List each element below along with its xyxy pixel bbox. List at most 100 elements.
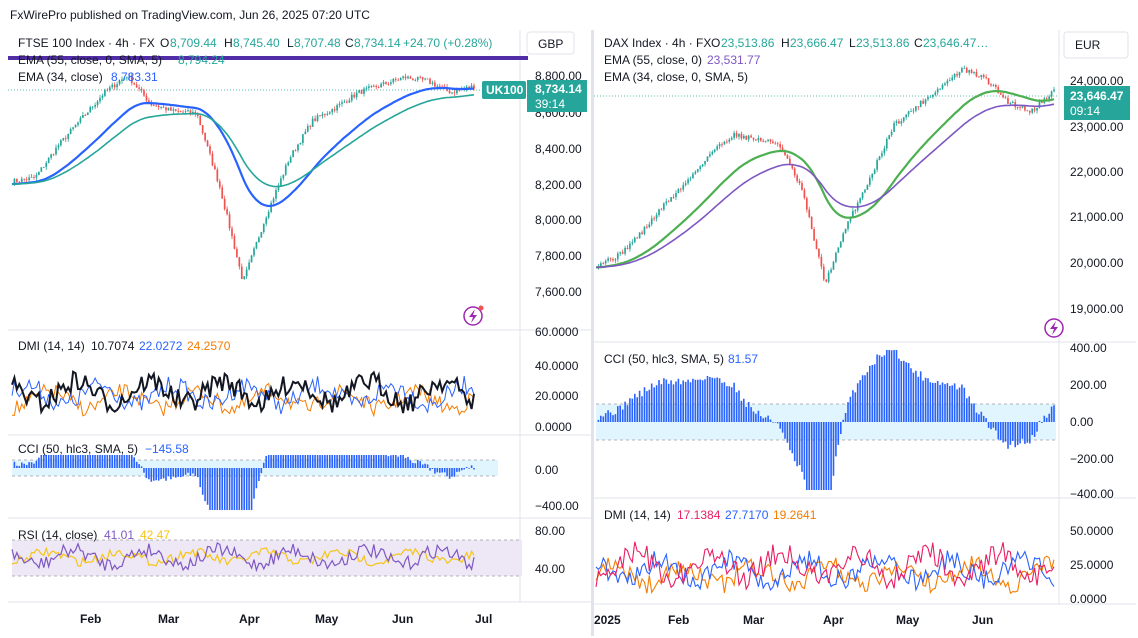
candle-body xyxy=(1038,101,1041,108)
candle-body xyxy=(135,84,138,88)
candle-body xyxy=(170,107,172,111)
candle-body xyxy=(663,203,665,210)
ftse-low: 8,707.48 xyxy=(294,36,341,50)
candle-body xyxy=(209,146,211,154)
ftse-price-tag xyxy=(527,80,587,112)
candle-body xyxy=(791,164,794,169)
lightning-icon-glyph xyxy=(469,309,477,323)
candle-body xyxy=(939,88,941,90)
candle-body xyxy=(820,256,823,267)
candle-body xyxy=(333,109,336,111)
ftse-open: 8,709.44 xyxy=(170,36,217,50)
candle-body xyxy=(781,147,784,151)
candle-body xyxy=(380,83,382,88)
candle-body xyxy=(72,127,74,129)
candle-body xyxy=(69,128,72,134)
ftse-chart-panel[interactable]: FTSE 100 Index · 4h · FX O 8,709.44 H 8,… xyxy=(8,30,591,636)
dax-countdown: 09:14 xyxy=(1070,104,1100,118)
candle-body xyxy=(360,90,363,94)
ftse-currency-button[interactable] xyxy=(526,31,575,55)
candle-body xyxy=(825,279,828,282)
candle-body xyxy=(140,88,143,91)
candle-body xyxy=(1007,98,1009,104)
dax-dmi-tick: 50.0000 xyxy=(1070,524,1114,538)
dax-cci-tick: 200.00 xyxy=(1070,378,1107,392)
candle-body xyxy=(231,228,233,237)
candle-body xyxy=(270,202,272,213)
candle-body xyxy=(368,86,370,88)
candle-body xyxy=(614,259,617,261)
candle-body xyxy=(409,76,412,79)
candle-body xyxy=(123,78,126,80)
candle-body xyxy=(682,184,685,190)
candle-body xyxy=(267,212,270,218)
candle-body xyxy=(402,76,404,78)
dax-chart-panel[interactable]: DAX Index · 4h · FX O 23,513.86 H 23,666… xyxy=(594,30,1136,636)
candle-body xyxy=(130,75,133,84)
candle-body xyxy=(980,74,983,78)
candle-body xyxy=(965,68,968,73)
candle-body xyxy=(716,146,719,150)
candle-body xyxy=(118,80,121,85)
candle-body xyxy=(837,247,840,253)
candle-body xyxy=(772,141,774,144)
candle-body xyxy=(126,77,128,79)
candle-body xyxy=(978,76,980,78)
candle-body xyxy=(326,113,329,115)
ftse-banner-line xyxy=(8,56,528,60)
candle-body xyxy=(436,85,439,87)
candle-body xyxy=(609,258,612,260)
candle-body xyxy=(289,157,292,163)
ftse-ema-34-line xyxy=(11,86,474,208)
dax-chart-svg[interactable]: DAX Index · 4h · FX O 23,513.86 H 23,666… xyxy=(594,30,1136,636)
candle-body xyxy=(636,237,639,239)
candle-body xyxy=(50,154,52,158)
candle-body xyxy=(624,247,626,254)
candle-body xyxy=(1041,101,1043,103)
candle-body xyxy=(917,106,920,108)
candle-body xyxy=(377,87,380,88)
candle-body xyxy=(847,221,849,229)
candle-body xyxy=(470,85,473,89)
candle-body xyxy=(277,185,280,191)
candle-body xyxy=(223,198,226,210)
ftse-month-label: Jul xyxy=(475,612,492,626)
candle-body xyxy=(738,133,740,137)
ftse-ema1-label: EMA (55, close, 0, SMA, 5) xyxy=(18,53,162,67)
dax-dmi-adx: 17.1384 xyxy=(677,508,721,522)
ftse-cci-tick: 0.00 xyxy=(535,463,559,477)
candle-body xyxy=(424,78,426,80)
candle-body xyxy=(740,133,743,139)
candle-body xyxy=(382,82,385,84)
candle-body xyxy=(338,103,341,106)
ftse-dmi-adx-line xyxy=(11,370,475,415)
candle-body xyxy=(64,138,67,139)
candle-body xyxy=(706,156,709,162)
candle-body xyxy=(944,83,946,85)
ftse-month-label: Jun xyxy=(392,612,413,626)
dax-cci-label: CCI (50, hlc3, SMA, 5) xyxy=(604,352,724,366)
dax-high-label: H xyxy=(781,36,790,50)
candle-body xyxy=(248,262,250,270)
candle-body xyxy=(619,252,622,254)
candle-body xyxy=(905,114,908,118)
ftse-rsi-value: 41.01 xyxy=(104,528,134,542)
candle-body xyxy=(275,190,277,199)
candle-body xyxy=(297,144,299,151)
ftse-rsi-tick: 80.00 xyxy=(535,524,565,538)
candle-body xyxy=(426,78,429,80)
dax-currency-button[interactable] xyxy=(1063,31,1129,59)
candle-body xyxy=(306,126,309,132)
candle-body xyxy=(438,85,441,87)
dax-month-label: Feb xyxy=(668,613,689,627)
ftse-ema2-label: EMA (34, close) xyxy=(18,70,103,84)
candle-body xyxy=(372,85,375,87)
candle-body xyxy=(60,140,62,146)
candle-body xyxy=(385,82,387,84)
ftse-dmi-tick: 60.0000 xyxy=(535,325,579,339)
candle-body xyxy=(607,258,609,261)
candle-body xyxy=(55,147,57,155)
ftse-chart-svg[interactable]: FTSE 100 Index · 4h · FX O 8,709.44 H 8,… xyxy=(8,30,591,636)
candle-body xyxy=(294,150,297,152)
candle-body xyxy=(861,192,864,199)
